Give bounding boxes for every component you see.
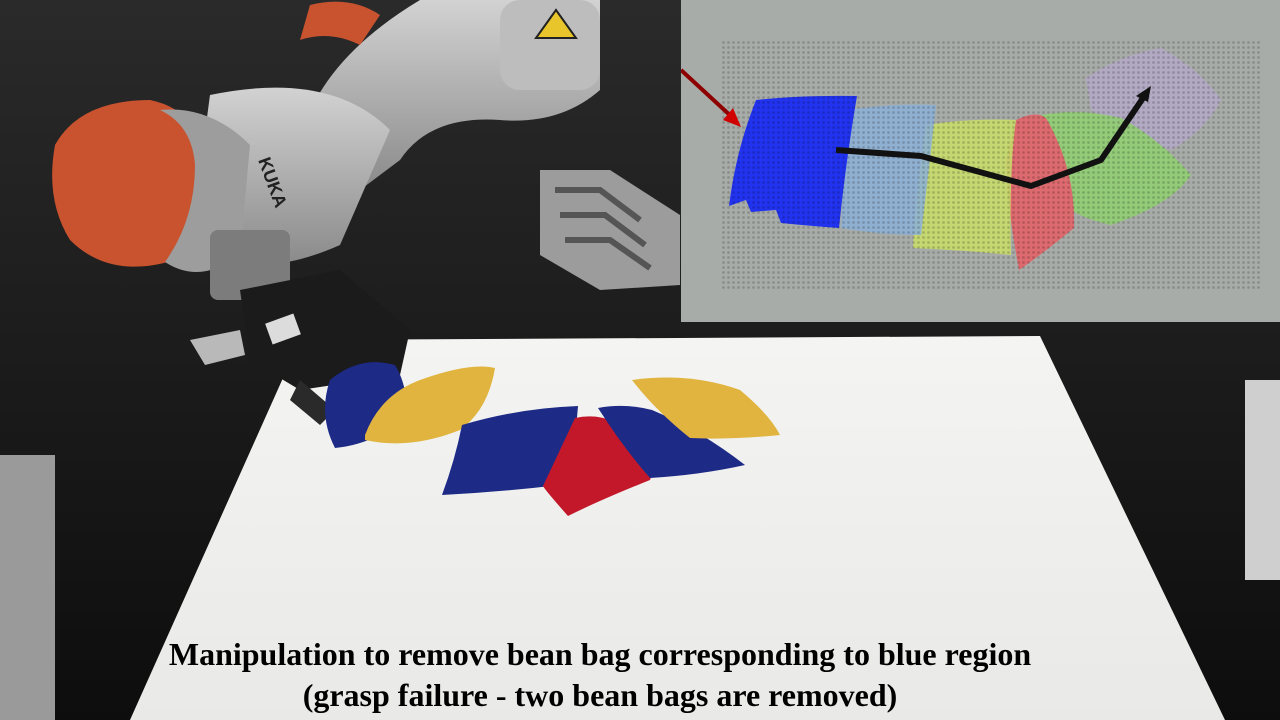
- trajectory-arrowhead: [1136, 86, 1151, 102]
- right-equipment: [1245, 380, 1280, 580]
- trajectory-path: [835, 96, 1146, 189]
- metal-frame-slots: [555, 187, 652, 271]
- pointer-arrowhead: [723, 108, 741, 127]
- caption-line-1: Manipulation to remove bean bag correspo…: [168, 636, 1032, 672]
- caption-line-2: (grasp failure - two bean bags are remov…: [302, 677, 898, 713]
- metal-frame: [540, 170, 680, 290]
- pointer-arrow: [681, 68, 735, 120]
- point-cloud-inset: [681, 0, 1280, 322]
- point-cloud-view: [681, 40, 1261, 290]
- blue-bag-right: [598, 405, 745, 478]
- blue-bag-left: [442, 406, 578, 495]
- yellow-bag: [632, 377, 780, 439]
- grasped-yellow-bag: [365, 366, 495, 444]
- gray-cabinet: [0, 455, 55, 720]
- robot-arm: KUKA: [52, 0, 600, 425]
